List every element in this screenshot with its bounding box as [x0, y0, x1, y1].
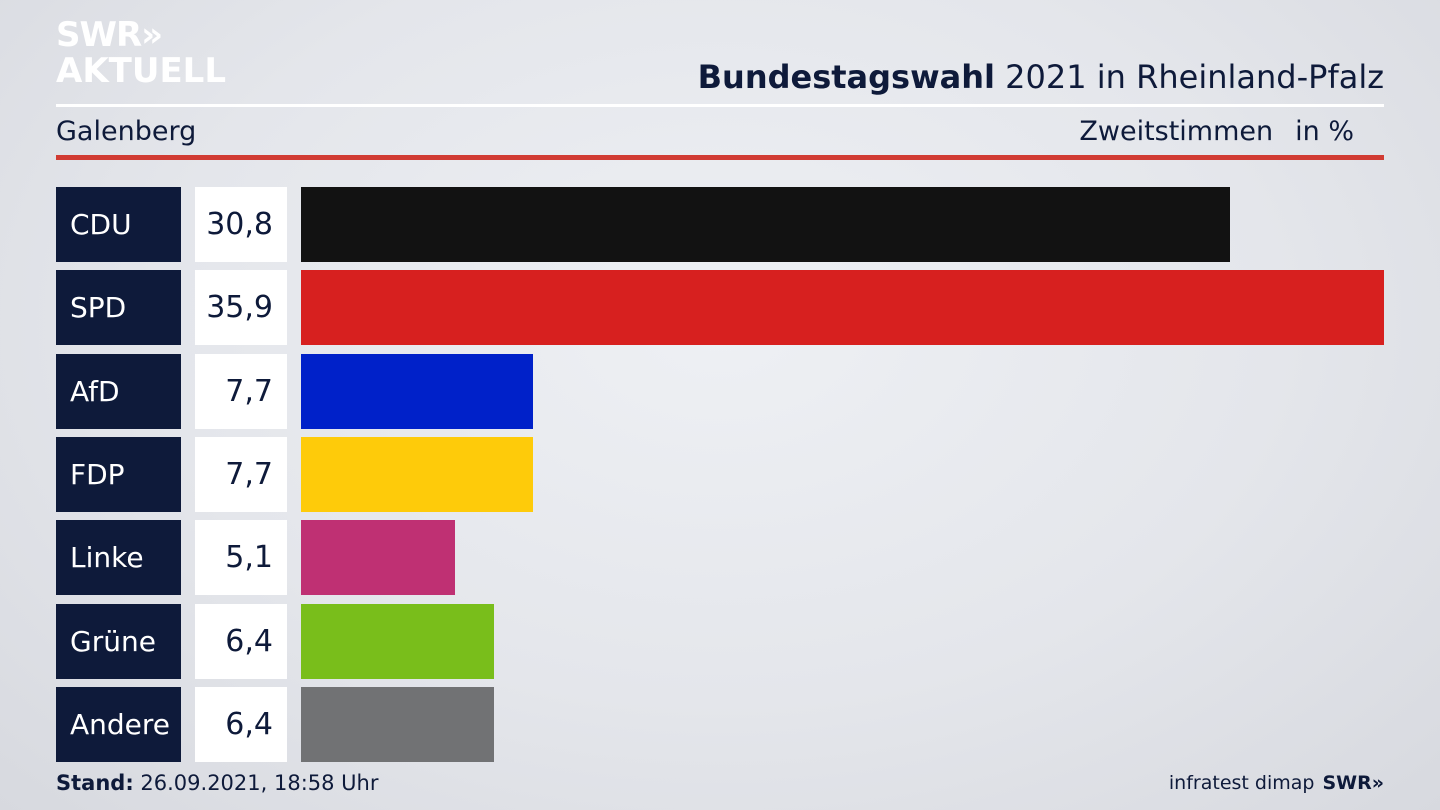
bar-row: CDU 30,8 [56, 187, 1384, 262]
party-label: SPD [56, 270, 181, 346]
stand-label: Stand: [56, 771, 134, 795]
stand-value: 26.09.2021, 18:58 Uhr [133, 771, 379, 795]
timestamp: Stand: 26.09.2021, 18:58 Uhr [56, 771, 379, 795]
chart-title-bold: Bundestagswahl [697, 58, 995, 96]
logo-line-2: AKTUELL [56, 51, 227, 91]
logo-line-1: SWR» [56, 15, 163, 55]
chart-title-rest: 2021 in Rheinland-Pfalz [995, 58, 1384, 96]
vote-type-label: Zweitstimmen [1079, 116, 1274, 147]
party-label: Andere [56, 686, 181, 762]
unit-label: in % [1295, 116, 1354, 147]
bar [301, 603, 495, 679]
bar-row: Andere 6,4 [56, 686, 1384, 762]
bar-row: AfD 7,7 [56, 353, 1384, 429]
accent-divider [56, 155, 1384, 160]
bar [301, 270, 1384, 346]
swr-brand-logo: SWR» [1322, 772, 1384, 794]
source-label: infratest dimap [1168, 772, 1315, 794]
value-label: 30,8 [195, 187, 287, 262]
party-label: Linke [56, 520, 181, 596]
value-label: 7,7 [195, 353, 287, 429]
bar [301, 520, 455, 596]
value-label: 5,1 [195, 520, 287, 596]
party-label: AfD [56, 353, 181, 429]
measure-label: Zweitstimmen in % [1079, 116, 1354, 147]
bar-chart: CDU 30,8 SPD 35,9 AfD 7,7 FDP 7,7 Linke 5,1 Grüne 6… [56, 187, 1384, 762]
party-label: Grüne [56, 603, 181, 679]
value-label: 7,7 [195, 436, 287, 512]
bar-row: SPD 35,9 [56, 270, 1384, 346]
party-label: FDP [56, 436, 181, 512]
location-label: Galenberg [56, 116, 197, 147]
value-label: 6,4 [195, 686, 287, 762]
bar-row: Linke 5,1 [56, 520, 1384, 596]
bar-row: Grüne 6,4 [56, 603, 1384, 679]
bar [301, 686, 495, 762]
source-credit: infratest dimap SWR» [1169, 772, 1384, 794]
bar-row: FDP 7,7 [56, 436, 1384, 512]
value-label: 6,4 [195, 603, 287, 679]
bar [301, 436, 534, 512]
swr-aktuell-logo: SWR» AKTUELL [56, 18, 226, 88]
value-label: 35,9 [195, 270, 287, 346]
bar [301, 353, 534, 429]
bar [301, 187, 1231, 262]
chart-title: Bundestagswahl 2021 in Rheinland-Pfalz [698, 58, 1384, 96]
party-label: CDU [56, 187, 181, 262]
header-divider [56, 104, 1384, 107]
